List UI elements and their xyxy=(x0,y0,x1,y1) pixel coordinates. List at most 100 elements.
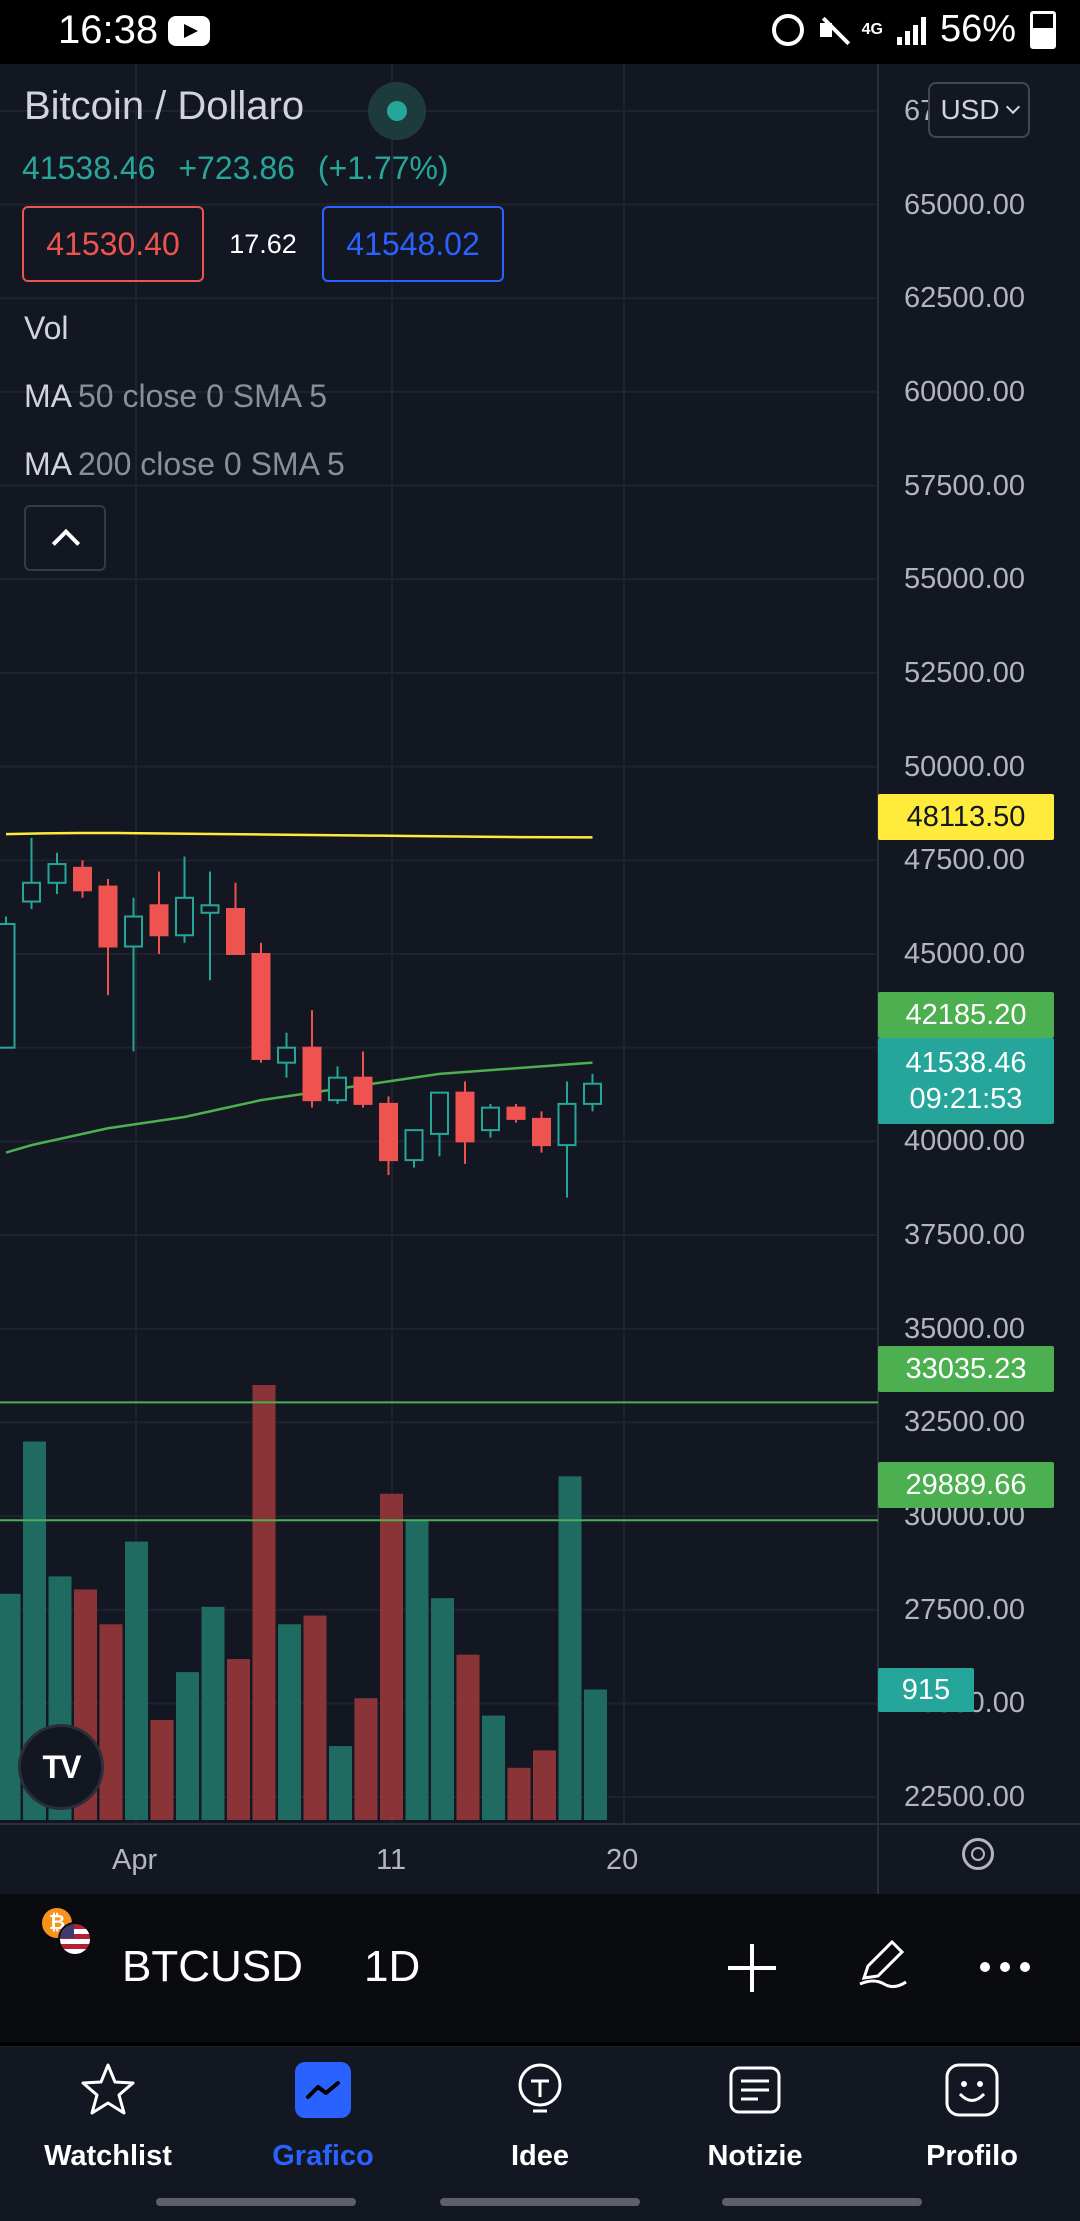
chart-toolbar xyxy=(0,1894,1080,2042)
market-open-indicator xyxy=(368,82,426,140)
more-icon[interactable] xyxy=(980,1962,1030,1972)
bottom-navigation: Watchlist Grafico Idee Notizie Profilo xyxy=(0,2046,1080,2221)
price-tick-label: 57500.00 xyxy=(904,469,1025,502)
price-tick-label: 65000.00 xyxy=(904,188,1025,221)
candle-body xyxy=(506,1106,526,1120)
indicator-ma-200-params: 200 close 0 SMA 5 xyxy=(78,446,345,482)
candle-body xyxy=(404,1129,424,1162)
alarm-icon xyxy=(771,13,804,46)
volume-bar xyxy=(431,1598,454,1820)
candle-body xyxy=(251,953,271,1060)
indicator-vol[interactable]: Vol xyxy=(24,310,68,347)
price-change-percent: (+1.77%) xyxy=(317,150,449,186)
ma50-line xyxy=(5,1061,593,1154)
bar-countdown: 09:21:53 xyxy=(909,1083,1023,1115)
price-change: +723.86 xyxy=(178,150,295,186)
candle-body xyxy=(481,1106,500,1132)
volume-bar xyxy=(0,1593,21,1820)
chart-area[interactable]: Bitcoin / Dollaro 41538.46 +723.86 (+1.7… xyxy=(0,64,1080,1894)
indicator-vol-label: Vol xyxy=(24,310,69,346)
ma50-price-tag: 42185.20 xyxy=(878,992,1054,1038)
gesture-bar-right xyxy=(722,2198,922,2206)
price-tick-label: 47500.00 xyxy=(904,844,1025,877)
candle-body xyxy=(532,1117,551,1147)
candle-body xyxy=(583,1082,602,1105)
time-label-11: 11 xyxy=(376,1844,407,1876)
volume-bar xyxy=(227,1659,250,1820)
gesture-bar-left xyxy=(156,2198,356,2206)
volume-bar xyxy=(507,1767,531,1820)
last-price-tag: 41538.46 09:21:53 xyxy=(878,1038,1054,1124)
indicator-ma-200-name: MA xyxy=(24,446,72,482)
candle-body xyxy=(226,908,245,955)
candle-body xyxy=(47,863,67,884)
tradingview-logo[interactable] xyxy=(18,1724,104,1810)
volume-bar xyxy=(405,1519,429,1820)
price-tick-label: 40000.00 xyxy=(904,1125,1025,1158)
interval-button[interactable]: 1D xyxy=(364,1942,421,1991)
network-type: 4G xyxy=(861,20,883,38)
collapse-legend-button[interactable] xyxy=(24,505,106,571)
volume-bar xyxy=(584,1689,607,1820)
nav-notizie[interactable]: Notizie xyxy=(655,2061,855,2173)
nav-grafico[interactable]: Grafico xyxy=(223,2061,423,2173)
time-label-20: 20 xyxy=(606,1844,639,1876)
last-price-tag-value: 41538.46 xyxy=(905,1047,1027,1079)
quote-line: 41538.46 +723.86 (+1.77%) xyxy=(22,150,463,187)
youtube-notification-icon xyxy=(168,16,210,46)
nav-idee-label: Idee xyxy=(510,2140,570,2172)
drawing-tools-icon[interactable] xyxy=(854,1934,910,1990)
candle-body xyxy=(302,1046,322,1102)
indicator-ma-50-params: 50 close 0 SMA 5 xyxy=(78,378,328,414)
indicator-ma-200[interactable]: MA 200 close 0 SMA 5 xyxy=(24,446,345,483)
currency-select[interactable]: USD xyxy=(928,82,1030,138)
level-tag-1: 33035.23 xyxy=(878,1346,1054,1392)
volume-bar xyxy=(23,1441,46,1820)
price-tick-label: 45000.00 xyxy=(904,938,1025,970)
volume-bar xyxy=(533,1750,556,1820)
nav-profilo[interactable]: Profilo xyxy=(872,2061,1072,2173)
chart-settings-icon[interactable] xyxy=(962,1838,994,1870)
currency-label: USD xyxy=(940,94,1000,125)
symbol-search-button[interactable]: BTCUSD xyxy=(122,1942,303,1991)
chart-icon xyxy=(295,2062,351,2118)
volume-bar xyxy=(252,1385,276,1820)
price-tick-label: 37500.00 xyxy=(904,1219,1025,1252)
candle-body xyxy=(557,1102,577,1147)
nav-idee[interactable]: Idee xyxy=(440,2061,640,2173)
candle-body xyxy=(328,1076,347,1102)
candle-body xyxy=(430,1091,449,1135)
volume-bar xyxy=(380,1493,403,1820)
ma200-line xyxy=(5,831,593,839)
lightbulb-icon xyxy=(518,2063,562,2113)
candle-body xyxy=(149,904,169,937)
candle-body xyxy=(455,1091,475,1143)
volume-bar xyxy=(303,1615,327,1820)
spread-value: 17.62 xyxy=(229,228,297,259)
volume-bar xyxy=(354,1698,378,1820)
battery-percent: 56% xyxy=(939,8,1016,50)
price-tick-label: 52500.00 xyxy=(904,656,1025,689)
volume-bar xyxy=(201,1606,225,1820)
nav-watchlist[interactable]: Watchlist xyxy=(8,2061,208,2173)
indicator-ma-50-name: MA xyxy=(24,378,72,414)
volume-tag: 915 xyxy=(878,1668,974,1712)
nav-notizie-label: Notizie xyxy=(707,2140,803,2172)
volume-bar xyxy=(125,1541,148,1820)
smile-icon xyxy=(945,2063,999,2117)
candle-body xyxy=(73,866,92,892)
mute-icon xyxy=(818,15,848,45)
gesture-bar-center xyxy=(440,2198,640,2206)
indicator-ma-50[interactable]: MA 50 close 0 SMA 5 xyxy=(24,378,327,415)
price-tick-label: 60000.00 xyxy=(904,375,1025,408)
level-tag-2: 29889.66 xyxy=(878,1462,1054,1508)
add-icon[interactable] xyxy=(728,1944,776,1992)
ma200-price-tag: 48113.50 xyxy=(878,794,1054,840)
sell-button[interactable]: 41530.40 xyxy=(22,206,204,282)
buy-button[interactable]: 41548.02 xyxy=(322,206,504,282)
candle-body xyxy=(98,885,118,948)
chart-canvas[interactable] xyxy=(0,64,1080,1894)
volume-bar xyxy=(150,1719,174,1820)
candle-body xyxy=(379,1102,398,1162)
volume-bar xyxy=(482,1715,505,1820)
